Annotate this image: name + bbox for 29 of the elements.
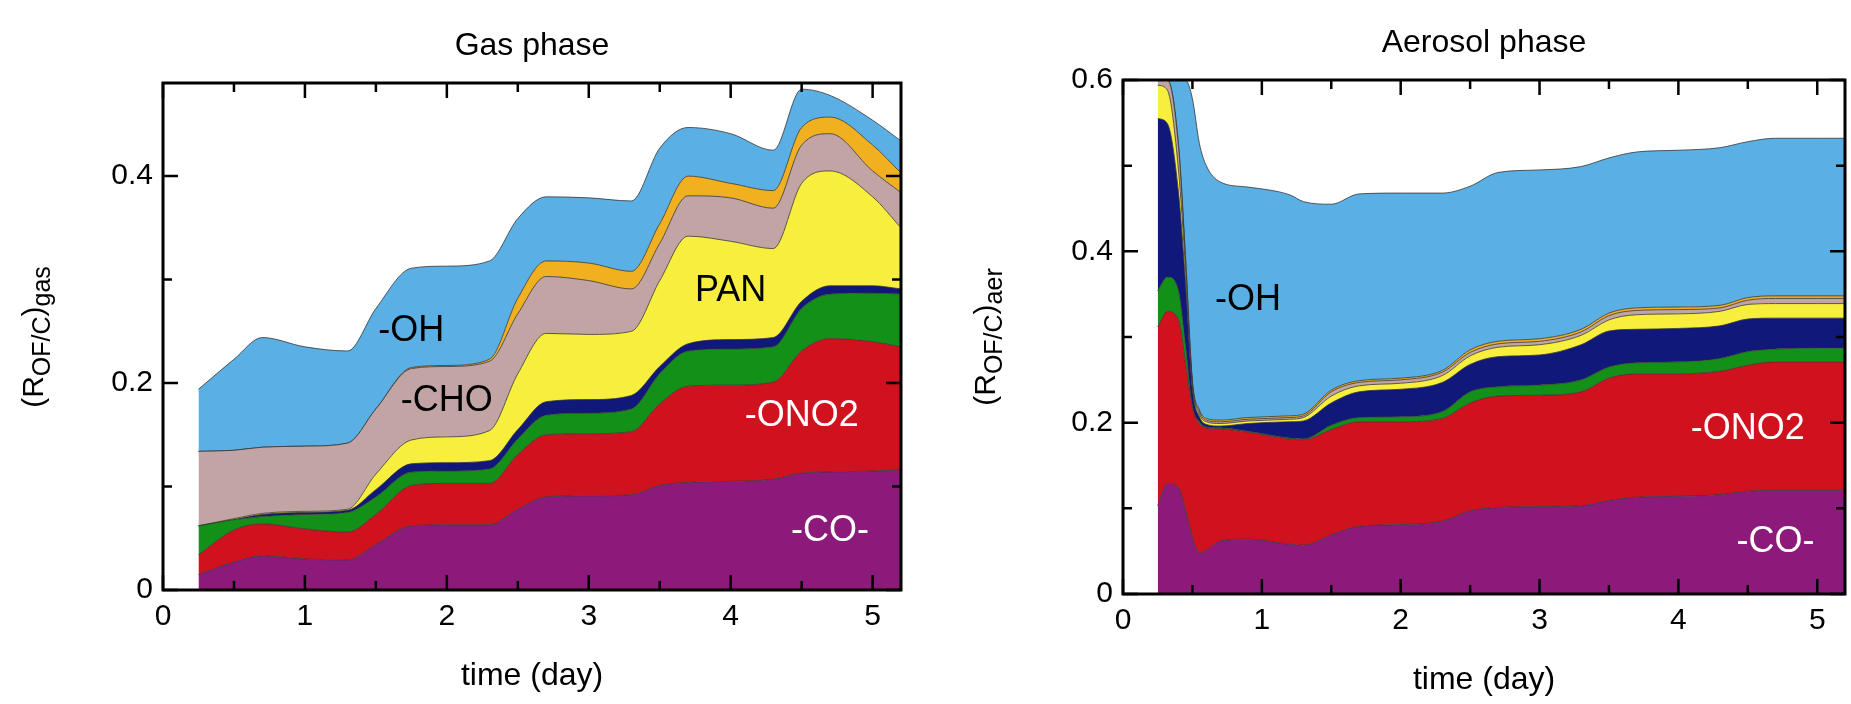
y-tick-label: 0.2 (1071, 403, 1113, 437)
y-tick-label: 0.4 (111, 157, 153, 191)
y-tick-label: 0 (1096, 575, 1113, 609)
x-tick-label: 5 (864, 598, 881, 632)
x-tick-label: 1 (296, 598, 314, 632)
series-label: -ONO2 (744, 392, 859, 434)
series-label: PAN (695, 268, 767, 310)
y-tick-label: 0.6 (1071, 61, 1113, 95)
chart-title: Gas phase (454, 26, 610, 62)
x-axis-title: time (day) (460, 656, 604, 692)
x-tick-label: 3 (1531, 602, 1548, 636)
x-tick-label: 2 (438, 598, 456, 632)
series-label: -ONO2 (1690, 406, 1805, 448)
series-label: -CHO (400, 377, 493, 419)
x-tick-label: 3 (580, 598, 598, 632)
x-tick-label: 4 (1670, 602, 1687, 636)
series-label: -CO- (791, 507, 870, 549)
y-tick-label: 0.4 (1071, 232, 1113, 266)
y-tick-label: 0.2 (111, 364, 153, 398)
x-tick-label: 5 (1808, 602, 1826, 636)
x-tick-label: 2 (1392, 602, 1410, 636)
series-label: -CO- (1736, 519, 1815, 561)
series-label: -OH (378, 307, 445, 349)
series-label: -OH (1214, 277, 1281, 319)
chart-title: Aerosol phase (1381, 23, 1587, 59)
x-tick-label: 1 (1253, 602, 1271, 636)
y-tick-label: 0 (136, 571, 153, 605)
x-tick-label: 4 (722, 598, 740, 632)
x-axis-title: time (day) (1412, 660, 1556, 696)
